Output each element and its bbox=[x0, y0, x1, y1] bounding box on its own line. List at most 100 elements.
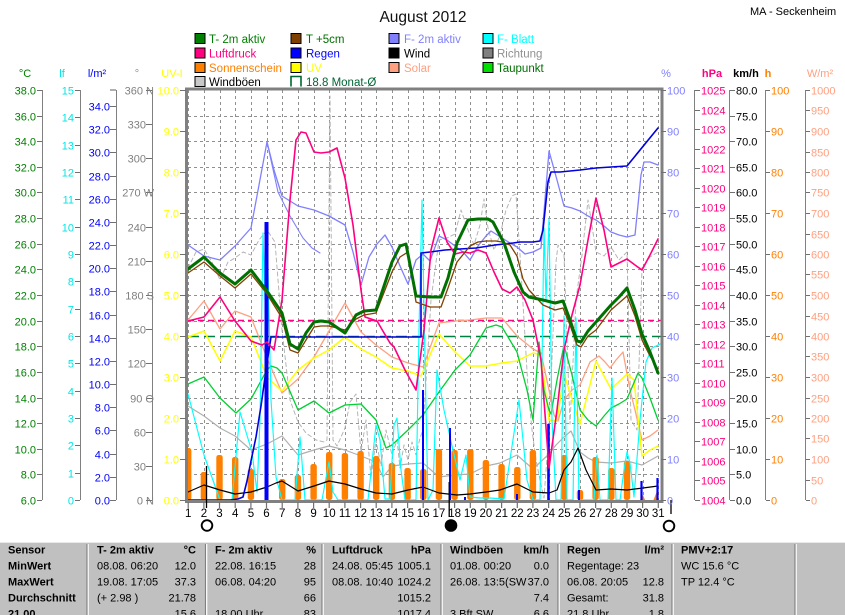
svg-text:8.0: 8.0 bbox=[95, 403, 110, 415]
svg-text:14: 14 bbox=[386, 508, 399, 520]
svg-text:35.0: 35.0 bbox=[736, 317, 757, 329]
svg-text:30: 30 bbox=[636, 508, 649, 520]
svg-text:16.0: 16.0 bbox=[89, 311, 110, 323]
svg-text:1016: 1016 bbox=[701, 262, 725, 274]
svg-text:26.08. 13:5(SW: 26.08. 13:5(SW bbox=[450, 577, 527, 589]
svg-text:20: 20 bbox=[480, 508, 493, 520]
svg-text:%: % bbox=[306, 545, 316, 557]
svg-text:210: 210 bbox=[128, 257, 146, 269]
svg-text:30.0: 30.0 bbox=[736, 342, 757, 354]
svg-text:T +5cm: T +5cm bbox=[306, 34, 344, 46]
svg-text:100: 100 bbox=[771, 86, 789, 98]
svg-text:66: 66 bbox=[304, 593, 316, 605]
svg-text:32.0: 32.0 bbox=[89, 125, 110, 137]
svg-text:28: 28 bbox=[605, 508, 618, 520]
svg-text:MinWert: MinWert bbox=[8, 561, 52, 573]
svg-text:1025: 1025 bbox=[701, 86, 725, 98]
svg-text:300: 300 bbox=[128, 154, 146, 166]
svg-text:55.0: 55.0 bbox=[736, 214, 757, 226]
svg-text:1010: 1010 bbox=[701, 379, 725, 391]
svg-text:7: 7 bbox=[68, 305, 74, 317]
svg-text:3.0: 3.0 bbox=[164, 373, 179, 385]
svg-text:29: 29 bbox=[621, 508, 634, 520]
svg-text:18.0: 18.0 bbox=[15, 342, 36, 354]
svg-text:°: ° bbox=[135, 68, 139, 80]
svg-text:0 N: 0 N bbox=[137, 496, 154, 508]
svg-text:25.0: 25.0 bbox=[736, 368, 757, 380]
svg-text:Gesamt:: Gesamt: bbox=[567, 593, 609, 605]
svg-text:4.0: 4.0 bbox=[95, 450, 110, 462]
svg-text:10.0: 10.0 bbox=[15, 445, 36, 457]
svg-text:8.0: 8.0 bbox=[21, 470, 36, 482]
svg-text:22.0: 22.0 bbox=[89, 241, 110, 253]
svg-text:T- 2m aktiv: T- 2m aktiv bbox=[97, 545, 155, 557]
svg-text:20.0: 20.0 bbox=[15, 317, 36, 329]
svg-text:T- 2m aktiv: T- 2m aktiv bbox=[209, 34, 265, 46]
svg-text:1009: 1009 bbox=[701, 398, 725, 410]
svg-text:4: 4 bbox=[232, 508, 239, 520]
svg-text:3: 3 bbox=[216, 508, 222, 520]
svg-text:TP 12.4 °C: TP 12.4 °C bbox=[681, 577, 735, 589]
svg-text:650: 650 bbox=[811, 230, 829, 242]
svg-text:0.0: 0.0 bbox=[534, 561, 549, 573]
svg-text:12.0: 12.0 bbox=[15, 419, 36, 431]
svg-text:25: 25 bbox=[558, 508, 571, 520]
svg-text:0: 0 bbox=[771, 496, 777, 508]
svg-text:°C: °C bbox=[184, 545, 196, 557]
svg-text:22: 22 bbox=[511, 508, 524, 520]
svg-text:6.0: 6.0 bbox=[164, 250, 179, 262]
svg-text:Regen: Regen bbox=[306, 49, 340, 61]
svg-text:MA - Seckenheim: MA - Seckenheim bbox=[750, 6, 836, 18]
svg-text:Wind: Wind bbox=[404, 49, 430, 61]
svg-text:9.0: 9.0 bbox=[164, 127, 179, 139]
svg-text:4.0: 4.0 bbox=[164, 332, 179, 344]
svg-text:Solar: Solar bbox=[404, 63, 431, 75]
svg-text:150: 150 bbox=[811, 434, 829, 446]
svg-text:10: 10 bbox=[323, 508, 336, 520]
svg-text:PMV+2:17: PMV+2:17 bbox=[681, 545, 733, 557]
svg-text:0.0: 0.0 bbox=[95, 496, 110, 508]
svg-text:1005: 1005 bbox=[701, 476, 725, 488]
svg-text:10: 10 bbox=[667, 455, 679, 467]
svg-text:06.08. 04:20: 06.08. 04:20 bbox=[215, 577, 276, 589]
svg-text:70: 70 bbox=[771, 209, 783, 221]
svg-text:90: 90 bbox=[771, 127, 783, 139]
svg-text:1000: 1000 bbox=[811, 86, 835, 98]
svg-text:60.0: 60.0 bbox=[736, 188, 757, 200]
svg-text:700: 700 bbox=[811, 209, 829, 221]
svg-text:31.8: 31.8 bbox=[643, 593, 664, 605]
svg-text:1007: 1007 bbox=[701, 437, 725, 449]
svg-text:2: 2 bbox=[68, 441, 74, 453]
svg-text:3: 3 bbox=[68, 414, 74, 426]
svg-text:50: 50 bbox=[771, 291, 783, 303]
svg-text:30: 30 bbox=[667, 373, 679, 385]
svg-text:21.8 Uhr: 21.8 Uhr bbox=[567, 609, 610, 615]
svg-text:5.0: 5.0 bbox=[164, 291, 179, 303]
svg-text:60: 60 bbox=[667, 250, 679, 262]
svg-text:Taupunkt: Taupunkt bbox=[497, 63, 544, 75]
svg-text:15.6: 15.6 bbox=[175, 609, 196, 615]
svg-text:1015.2: 1015.2 bbox=[397, 593, 431, 605]
svg-text:30.0: 30.0 bbox=[89, 148, 110, 160]
svg-text:30.0: 30.0 bbox=[15, 188, 36, 200]
svg-text:1022: 1022 bbox=[701, 145, 725, 157]
svg-text:26.0: 26.0 bbox=[89, 195, 110, 207]
svg-text:24.0: 24.0 bbox=[89, 218, 110, 230]
svg-text:500: 500 bbox=[811, 291, 829, 303]
svg-text:Richtung: Richtung bbox=[497, 49, 542, 61]
svg-text:1020: 1020 bbox=[701, 184, 725, 196]
svg-text:6.6: 6.6 bbox=[534, 609, 549, 615]
svg-text:Windböen: Windböen bbox=[209, 77, 261, 89]
svg-text:14.0: 14.0 bbox=[89, 334, 110, 346]
svg-text:100: 100 bbox=[667, 86, 685, 98]
svg-text:17: 17 bbox=[433, 508, 446, 520]
svg-text:37.3: 37.3 bbox=[175, 577, 196, 589]
svg-text:80: 80 bbox=[667, 168, 679, 180]
svg-text:10: 10 bbox=[771, 455, 783, 467]
svg-text:950: 950 bbox=[811, 106, 829, 118]
svg-text:%: % bbox=[661, 68, 671, 80]
svg-text:08.08. 10:40: 08.08. 10:40 bbox=[332, 577, 393, 589]
svg-text:26.0: 26.0 bbox=[15, 240, 36, 252]
svg-text:40: 40 bbox=[667, 332, 679, 344]
svg-text:200: 200 bbox=[811, 414, 829, 426]
